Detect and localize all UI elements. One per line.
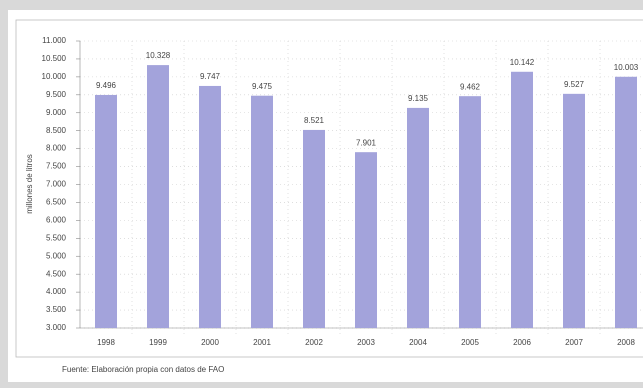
y-tick-label: 4.000	[46, 287, 67, 296]
bar	[303, 129, 325, 328]
x-tick-label: 2001	[253, 338, 271, 347]
y-tick-label: 6.500	[46, 198, 67, 207]
y-tick-label: 7.000	[46, 180, 67, 189]
bar	[615, 76, 637, 329]
y-tick-label: 8.000	[46, 144, 67, 153]
data-label: 9.135	[408, 94, 429, 103]
bar	[147, 65, 169, 328]
plot-frame	[15, 19, 643, 358]
x-tick-label: 2004	[409, 338, 427, 347]
bar	[95, 94, 117, 329]
x-tick-label: 2002	[305, 338, 323, 347]
x-tick-label: 1998	[97, 338, 115, 347]
y-tick-label: 3.500	[46, 305, 67, 314]
y-tick-label: 5.000	[46, 251, 67, 260]
bar	[251, 95, 273, 328]
data-label: 9.747	[200, 72, 221, 81]
source-note: Fuente: Elaboración propia con datos de …	[62, 365, 224, 374]
data-label: 9.496	[96, 81, 117, 90]
bar	[511, 71, 533, 328]
x-tick-label: 2000	[201, 338, 219, 347]
x-tick-label: 2003	[357, 338, 375, 347]
y-tick-label: 9.000	[46, 108, 67, 117]
data-label: 9.527	[564, 80, 585, 89]
x-tick-label: 2007	[565, 338, 583, 347]
bar	[199, 85, 221, 328]
y-tick-label: 11.000	[42, 36, 66, 45]
bar	[355, 152, 377, 328]
data-label: 10.328	[146, 51, 171, 60]
y-tick-label: 8.500	[46, 126, 67, 135]
bar	[459, 96, 481, 328]
y-tick-label: 7.500	[46, 162, 67, 171]
data-label: 10.003	[614, 63, 639, 72]
data-label: 9.475	[252, 82, 273, 91]
data-label: 9.462	[460, 82, 481, 91]
y-tick-label: 10.000	[42, 72, 67, 81]
data-label: 10.142	[510, 58, 535, 67]
y-tick-label: 9.500	[46, 90, 67, 99]
x-tick-label: 2008	[617, 338, 635, 347]
y-tick-label: 6.000	[46, 215, 67, 224]
x-tick-label: 2005	[461, 338, 479, 347]
bar	[407, 107, 429, 328]
data-label: 8.521	[304, 116, 325, 125]
bar	[563, 93, 585, 328]
x-tick-label: 2006	[513, 338, 531, 347]
x-tick-label: 1999	[149, 338, 167, 347]
data-label: 7.901	[356, 138, 377, 147]
y-tick-label: 4.500	[46, 269, 67, 278]
y-axis-label: millones de litros	[25, 154, 34, 214]
y-tick-label: 5.500	[46, 233, 67, 242]
y-tick-label: 10.500	[42, 54, 67, 63]
y-tick-label: 3.000	[46, 323, 67, 332]
